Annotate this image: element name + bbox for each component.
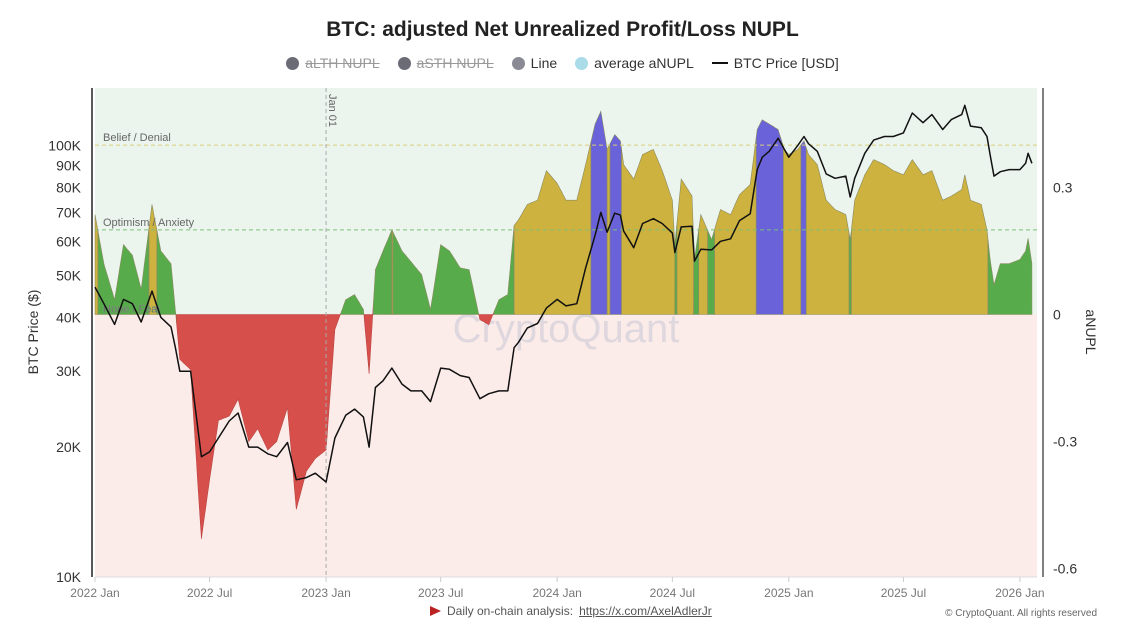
anupl-area-yellow (851, 159, 989, 315)
anupl-area-green (156, 230, 177, 323)
legend-item-btc-price[interactable]: BTC Price [USD] (711, 55, 839, 71)
x-tick-label: 2023 Jan (301, 586, 350, 600)
legend-dot-icon (575, 56, 589, 70)
left-tick-label: 60K (56, 233, 82, 249)
anupl-area-blue (609, 134, 622, 315)
legend-item-average-anupl[interactable]: average aNUPL (575, 55, 694, 71)
legend-label: aSTH NUPL (416, 55, 494, 71)
left-tick-label: 80K (56, 179, 82, 195)
legend-label: Line (530, 55, 558, 71)
anupl-area-green (340, 294, 365, 321)
right-axis-title: aNUPL (1083, 309, 1099, 354)
anupl-area-green (987, 238, 1033, 315)
copyright: © CryptoQuant. All rights reserved (945, 608, 1097, 619)
anupl-area-green (372, 229, 393, 315)
left-tick-label: 40K (56, 309, 82, 325)
anupl-area-red (176, 313, 342, 539)
anupl-area-blue (755, 119, 784, 315)
left-tick-label: 90K (56, 157, 82, 173)
anupl-area-green (848, 229, 852, 315)
right-tick-label: 0 (1053, 307, 1061, 323)
x-tick-label: 2026 Jan (995, 586, 1044, 600)
x-tick-label: 2023 Jul (418, 586, 463, 600)
anupl-area-blue (590, 110, 608, 315)
legend-item-asth-nupl[interactable]: aSTH NUPL (397, 55, 494, 71)
legend-label: BTC Price [USD] (733, 55, 839, 71)
left-tick-label: 10K (56, 569, 82, 585)
btc-price-line (94, 104, 1033, 483)
left-tick-label: 100K (48, 138, 81, 154)
left-tick-label: 20K (56, 439, 82, 455)
x-tick-label: 2025 Jan (764, 586, 813, 600)
flag-icon (430, 606, 441, 616)
anupl-area-red (478, 312, 495, 326)
x-tick-label: 2025 Jul (881, 586, 926, 600)
legend-dot-icon (511, 56, 525, 70)
marker-label: Jan 01 (326, 94, 338, 127)
anupl-area-green (392, 231, 480, 316)
footer-text: Daily on-chain analysis: (447, 604, 574, 618)
left-tick-label: 70K (56, 204, 82, 220)
zone-label: Hope / Fear (103, 304, 161, 316)
anupl-area-yellow (621, 148, 676, 315)
anupl-area-yellow (676, 178, 695, 315)
x-tick-label: 2022 Jul (187, 586, 232, 600)
anupl-area-yellow (714, 137, 757, 315)
right-tick-label: -0.3 (1053, 434, 1077, 450)
anupl-area-green (97, 227, 150, 315)
zone-label: Optimism / Anxiety (103, 217, 195, 229)
x-tick-label: 2024 Jan (532, 586, 581, 600)
anupl-area-yellow (513, 142, 592, 315)
anupl-area-green (493, 225, 515, 315)
legend-line-icon (711, 62, 728, 64)
legend: aLTH NUPL aSTH NUPL Line average aNUPL B… (0, 55, 1125, 71)
x-tick-label: 2022 Jan (70, 586, 119, 600)
right-tick-label: -0.6 (1053, 561, 1077, 577)
chart-title: BTC: adjusted Net Unrealized Profit/Loss… (326, 18, 799, 41)
left-tick-label: 50K (56, 267, 82, 283)
right-tick-label: 0.3 (1053, 179, 1073, 195)
legend-item-alth-nupl[interactable]: aLTH NUPL (286, 55, 380, 71)
x-tick-label: 2024 Jul (650, 586, 695, 600)
legend-label: average aNUPL (594, 55, 694, 71)
anupl-area-blue (800, 140, 807, 315)
anupl-area-green (707, 229, 715, 315)
anupl-area-yellow (805, 147, 850, 315)
zone-label: Belief / Denial (103, 132, 171, 144)
left-axis-title: BTC Price ($) (25, 290, 41, 375)
legend-dot-icon (397, 56, 411, 70)
footer: Daily on-chain analysis: https://x.com/A… (430, 604, 712, 618)
legend-dot-icon (286, 56, 300, 70)
left-tick-label: 30K (56, 363, 82, 379)
footer-link[interactable]: https://x.com/AxelAdlerJr (579, 604, 712, 618)
legend-label: aLTH NUPL (305, 55, 380, 71)
legend-item-line[interactable]: Line (511, 55, 558, 71)
